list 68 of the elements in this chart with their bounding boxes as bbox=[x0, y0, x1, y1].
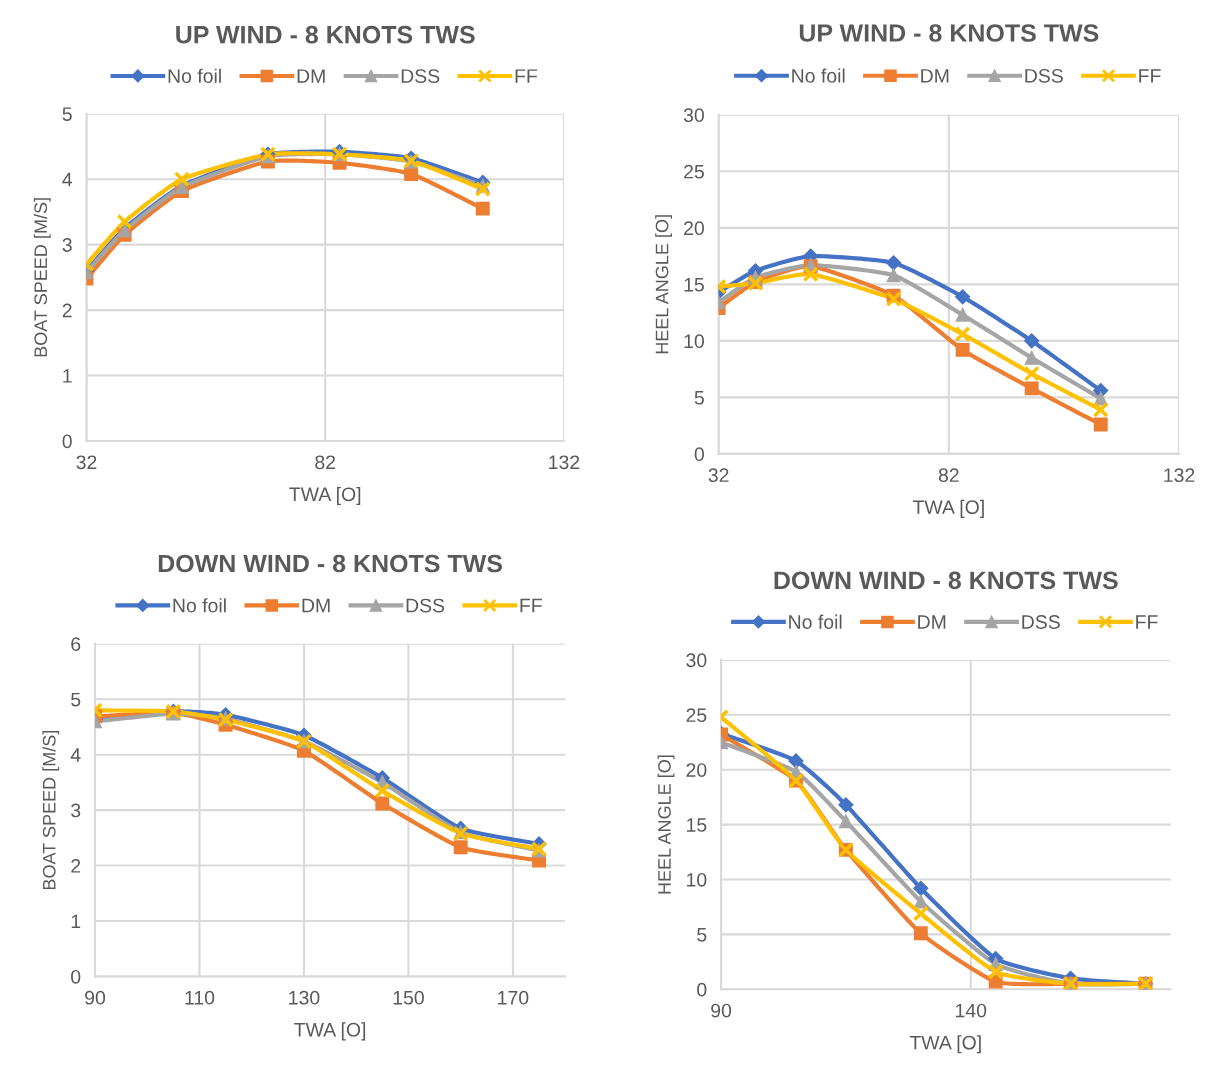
x-tick-label: 110 bbox=[185, 990, 215, 1005]
x-tick-label: 32 bbox=[76, 455, 97, 470]
y-tick-label: 0 bbox=[694, 447, 704, 462]
x-tick-label: 132 bbox=[1164, 468, 1195, 483]
y-tick-label: 10 bbox=[684, 334, 704, 349]
legend-label: DM bbox=[302, 598, 330, 613]
x-tick-label: 150 bbox=[393, 990, 424, 1005]
y-tick-label: 1 bbox=[71, 914, 81, 929]
y-tick-label: 20 bbox=[684, 221, 704, 236]
y-axis-title: BOAT SPEED [M/S] bbox=[42, 730, 60, 890]
y-tick-label: 30 bbox=[686, 653, 707, 668]
x-axis-title: TWA [O] bbox=[912, 499, 984, 518]
legend-label: DSS bbox=[401, 69, 440, 83]
y-tick-label: 5 bbox=[62, 107, 72, 121]
x-tick-label: 82 bbox=[938, 468, 959, 483]
x-tick-label: 170 bbox=[498, 990, 529, 1005]
y-tick-label: 10 bbox=[687, 872, 707, 887]
y-tick-label: 30 bbox=[683, 108, 704, 123]
x-tick-label: 90 bbox=[85, 990, 106, 1005]
y-tick-label: 4 bbox=[62, 172, 73, 187]
y-tick-label: 5 bbox=[694, 391, 704, 405]
legend-label: DM bbox=[921, 69, 949, 83]
chart-title: UP WIND - 8 KNOTS TWS bbox=[799, 24, 1099, 42]
x-tick-label: 90 bbox=[711, 1003, 732, 1018]
y-tick-label: 0 bbox=[71, 969, 81, 984]
legend-label: DSS bbox=[1022, 615, 1060, 629]
legend-label: DSS bbox=[406, 598, 445, 613]
y-tick-label: 15 bbox=[687, 818, 707, 832]
y-tick-label: 5 bbox=[697, 928, 707, 942]
legend-label: FF bbox=[1136, 615, 1158, 629]
x-axis-title: TWA [O] bbox=[289, 486, 361, 506]
legend-label: No foil bbox=[792, 68, 845, 83]
x-axis-title: TWA [O] bbox=[294, 1022, 366, 1041]
x-axis-title: TWA [O] bbox=[909, 1035, 981, 1054]
x-tick-label: 130 bbox=[289, 990, 320, 1005]
y-tick-label: 1 bbox=[63, 369, 72, 383]
y-tick-label: 3 bbox=[62, 238, 72, 252]
y-tick-label: 25 bbox=[686, 708, 707, 723]
y-axis-title: BOAT SPEED [M/S] bbox=[33, 198, 51, 357]
chart-title: UP WIND - 8 KNOTS TWS bbox=[176, 25, 475, 44]
chart-title: DOWN WIND - 8 KNOTS TWS bbox=[158, 554, 502, 573]
x-tick-label: 132 bbox=[549, 455, 580, 470]
y-tick-label: 20 bbox=[686, 763, 707, 777]
y-tick-label: 0 bbox=[62, 434, 72, 449]
legend-label: DM bbox=[918, 615, 946, 629]
legend-label: FF bbox=[520, 598, 542, 613]
y-tick-label: 2 bbox=[62, 303, 72, 318]
y-tick-label: 15 bbox=[684, 278, 704, 292]
x-tick-label: 82 bbox=[315, 455, 336, 470]
y-tick-label: 5 bbox=[71, 692, 81, 707]
legend-label: FF bbox=[515, 69, 538, 83]
legend-label: No foil bbox=[789, 614, 842, 629]
legend-label: DM bbox=[297, 69, 325, 83]
y-tick-label: 6 bbox=[71, 637, 81, 652]
x-tick-label: 140 bbox=[956, 1003, 987, 1018]
y-tick-label: 4 bbox=[70, 748, 81, 762]
y-tick-label: 0 bbox=[697, 982, 707, 997]
chart-title: DOWN WIND - 8 KNOTS TWS bbox=[774, 571, 1118, 590]
y-axis-title: HEEL ANGLE [O] bbox=[655, 215, 672, 354]
x-tick-label: 32 bbox=[708, 468, 729, 483]
legend-label: No foil bbox=[168, 68, 221, 83]
legend-label: FF bbox=[1139, 69, 1161, 83]
y-axis-title: HEEL ANGLE [O] bbox=[657, 755, 675, 894]
y-tick-label: 3 bbox=[71, 803, 81, 818]
legend-label: No foil bbox=[173, 598, 226, 613]
y-tick-label: 25 bbox=[684, 164, 704, 179]
y-tick-label: 2 bbox=[71, 859, 81, 873]
legend-label: DSS bbox=[1025, 68, 1063, 83]
